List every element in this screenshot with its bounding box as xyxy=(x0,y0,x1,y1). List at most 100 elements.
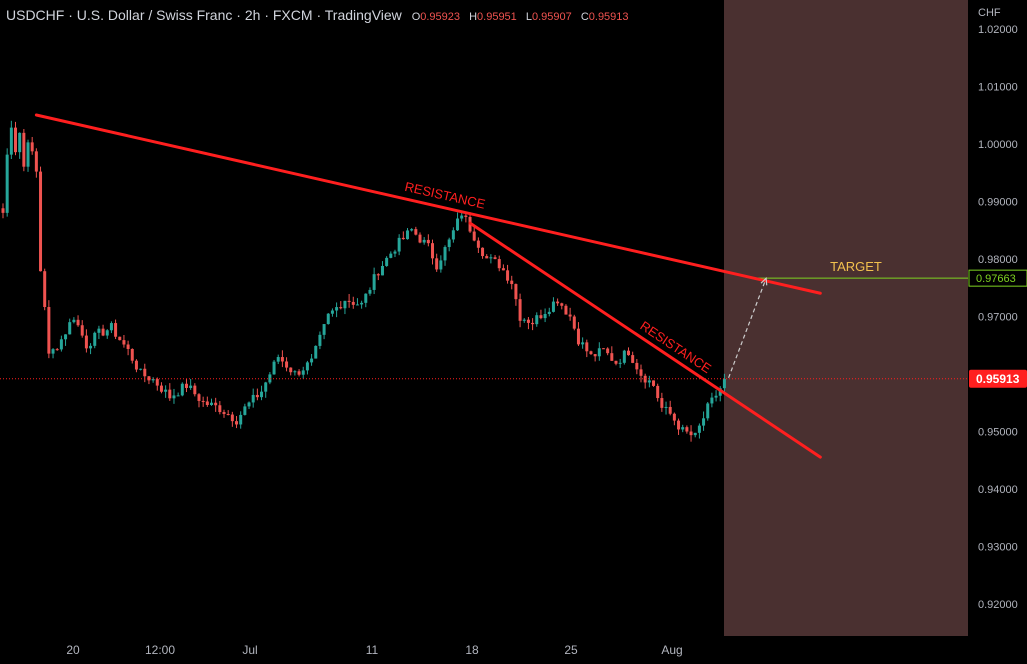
candle-body xyxy=(122,340,126,345)
candle xyxy=(155,377,159,391)
candle xyxy=(301,366,305,379)
candle-body xyxy=(668,406,672,414)
platform-text: TradingView xyxy=(324,7,402,23)
candle-body xyxy=(518,299,522,321)
candle xyxy=(251,388,255,408)
candle-body xyxy=(531,322,535,325)
candle-body xyxy=(610,353,614,361)
candle-body xyxy=(89,345,93,349)
candle xyxy=(222,409,226,418)
candle xyxy=(489,254,493,264)
candle xyxy=(501,264,505,271)
candle-body xyxy=(289,367,293,373)
candle-body xyxy=(293,371,297,373)
candle-body xyxy=(239,414,243,425)
candle xyxy=(706,402,710,421)
candle xyxy=(159,382,163,394)
interval-text[interactable]: 2h xyxy=(244,7,261,23)
y-tick-label: 0.99000 xyxy=(978,196,1018,208)
candle xyxy=(139,368,143,371)
candle-body xyxy=(677,420,681,430)
candle-body xyxy=(722,378,726,389)
candle xyxy=(130,348,134,364)
candle xyxy=(610,346,614,361)
candle xyxy=(97,325,101,339)
symbol-text[interactable]: USDCHF xyxy=(6,7,65,23)
candle xyxy=(164,385,168,398)
candle xyxy=(93,331,97,349)
candle xyxy=(581,337,585,349)
y-tick-label: 0.98000 xyxy=(978,254,1018,266)
candle xyxy=(268,372,272,385)
x-tick-label: 12:00 xyxy=(145,643,175,657)
candle xyxy=(59,335,63,352)
candle xyxy=(47,300,51,359)
candle xyxy=(606,347,610,356)
candle-body xyxy=(672,413,676,421)
candle xyxy=(435,253,439,272)
candle-body xyxy=(76,319,80,326)
currency-label: CHF xyxy=(978,7,1001,19)
candle-body xyxy=(597,348,601,357)
candle-body xyxy=(109,323,113,331)
candle-body xyxy=(706,403,710,419)
candle xyxy=(118,336,122,341)
candle-body xyxy=(118,336,122,341)
candle-body xyxy=(210,402,213,405)
candle-body xyxy=(39,171,43,272)
candle xyxy=(439,255,443,273)
candle-body xyxy=(360,302,364,305)
candle-body xyxy=(330,310,334,314)
candle-body xyxy=(272,361,276,375)
candle-body xyxy=(622,350,626,363)
candle xyxy=(714,390,718,402)
candle xyxy=(697,423,701,439)
candle xyxy=(647,375,651,388)
x-tick-label: 20 xyxy=(66,643,80,657)
candle xyxy=(89,343,93,355)
candle xyxy=(689,425,693,442)
candle-body xyxy=(385,257,389,266)
candle xyxy=(456,212,460,232)
candle-body xyxy=(14,127,18,153)
candle xyxy=(635,359,639,375)
candle-body xyxy=(22,132,26,167)
candle xyxy=(64,334,68,346)
candle-body xyxy=(97,328,101,333)
candle xyxy=(664,401,668,415)
candle xyxy=(285,357,289,372)
candle xyxy=(443,245,447,266)
candle xyxy=(172,388,176,404)
candles xyxy=(1,120,726,442)
candle-body xyxy=(130,348,134,361)
candle-body xyxy=(51,349,55,354)
candle xyxy=(564,304,568,315)
candle-body xyxy=(276,357,280,362)
candle xyxy=(510,275,514,290)
candle xyxy=(393,249,397,258)
ohlc-open-value: 0.95923 xyxy=(420,11,461,23)
candle xyxy=(464,214,468,223)
candle-body xyxy=(230,414,234,422)
exchange-text: FXCM xyxy=(272,7,313,23)
candle-body xyxy=(606,348,610,354)
candle-body xyxy=(126,344,130,349)
candle xyxy=(514,283,518,306)
candle-body xyxy=(235,421,239,425)
candle-body xyxy=(218,405,222,413)
candle-body xyxy=(372,274,376,290)
ohlc-open-key: O xyxy=(411,11,421,23)
candle xyxy=(214,397,218,412)
candle-body xyxy=(101,328,105,336)
candle-body xyxy=(318,334,322,346)
candle-body xyxy=(689,431,693,436)
candle xyxy=(293,370,297,376)
candle-body xyxy=(164,389,168,392)
candle xyxy=(339,301,343,310)
candle-body xyxy=(176,395,180,397)
candle-body xyxy=(601,348,605,350)
candle-body xyxy=(72,319,76,323)
candle-body xyxy=(431,243,435,259)
